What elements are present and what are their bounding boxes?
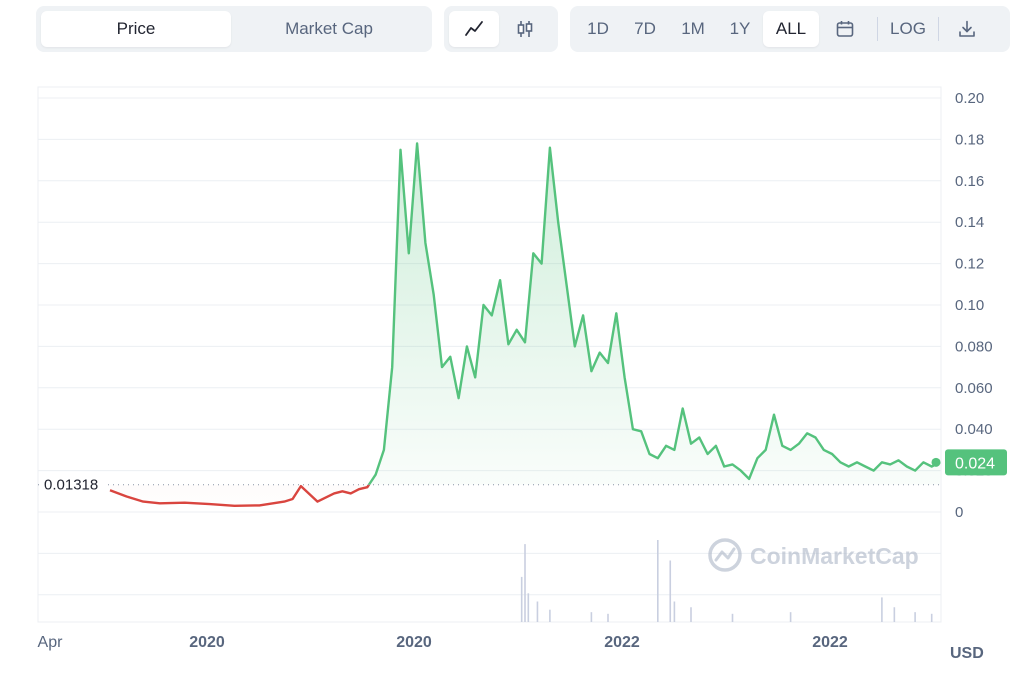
y-tick-label: 0.10 bbox=[955, 297, 984, 314]
range-7d-button[interactable]: 7D bbox=[634, 19, 656, 38]
volume-bar bbox=[590, 612, 593, 622]
price-line-above-baseline bbox=[367, 142, 941, 485]
volume-bar bbox=[789, 612, 792, 622]
download-icon bbox=[959, 20, 975, 37]
y-tick-label: 0.16 bbox=[955, 173, 984, 190]
volume-bar bbox=[731, 613, 734, 622]
y-tick-label: 0.14 bbox=[955, 214, 984, 231]
y-tick-label: 0 bbox=[955, 504, 963, 521]
tab-market-cap[interactable]: Market Cap bbox=[285, 19, 373, 38]
volume-bar bbox=[673, 601, 676, 622]
volume-bar bbox=[930, 613, 933, 622]
range-1d-button[interactable]: 1D bbox=[587, 19, 609, 38]
y-axis: 00.0200.0400.0600.0800.100.120.140.160.1… bbox=[955, 90, 993, 521]
volume-bar bbox=[914, 612, 916, 622]
baseline-price-label: 0.01318 bbox=[44, 477, 98, 494]
range-1m-button[interactable]: 1M bbox=[681, 19, 705, 38]
current-price-label: 0.024 bbox=[955, 455, 995, 472]
y-tick-label: 0.060 bbox=[955, 380, 993, 397]
price-area-below-baseline bbox=[110, 484, 369, 506]
watermark: CoinMarketCap bbox=[708, 538, 919, 572]
watermark-logo-mark bbox=[714, 547, 736, 562]
tab-price[interactable]: Price bbox=[41, 11, 231, 47]
volume-bar bbox=[607, 613, 609, 622]
current-price-badge bbox=[945, 449, 1007, 476]
toolbar-divider bbox=[938, 17, 939, 41]
candlestick-button[interactable] bbox=[499, 11, 551, 47]
volume-bar bbox=[657, 540, 659, 622]
volume-bar bbox=[536, 601, 539, 622]
volume-bar bbox=[881, 597, 883, 622]
volume-bar bbox=[524, 544, 526, 622]
currency-label: USD bbox=[950, 645, 984, 662]
volume-bar bbox=[527, 593, 530, 622]
coinmarketcap-logo-icon bbox=[708, 538, 742, 572]
range-1y-button[interactable]: 1Y bbox=[729, 19, 751, 38]
chart-type-group bbox=[444, 6, 558, 52]
volume-bar bbox=[893, 607, 896, 622]
date-picker-button[interactable] bbox=[819, 11, 871, 47]
y-tick-label: 0.040 bbox=[955, 421, 993, 438]
toolbar-divider bbox=[877, 17, 878, 41]
x-tick-label: 2022 bbox=[604, 634, 640, 651]
volume-bars bbox=[520, 540, 933, 622]
y-tick-label: 0.080 bbox=[955, 338, 993, 355]
metric-tab-group: Price Market Cap bbox=[36, 6, 432, 52]
x-tick-label: 2020 bbox=[189, 634, 225, 651]
plot-frame bbox=[37, 86, 942, 623]
volume-bar bbox=[549, 609, 551, 622]
current-price-dot bbox=[931, 457, 941, 467]
download-button[interactable] bbox=[945, 11, 989, 47]
volume-bar bbox=[669, 560, 672, 622]
x-axis: Apr 2020 2020 2022 2022 bbox=[38, 634, 848, 651]
line-chart-icon bbox=[465, 21, 483, 36]
range-group: 1D 7D 1M 1Y ALL LOG bbox=[570, 6, 1010, 52]
x-tick-label: Apr bbox=[38, 634, 64, 651]
volume-bar bbox=[690, 607, 692, 622]
price-line-below-baseline bbox=[109, 484, 371, 507]
candlestick-icon bbox=[517, 21, 533, 37]
price-area-above-baseline bbox=[110, 143, 940, 485]
watermark-text: CoinMarketCap bbox=[750, 543, 919, 569]
x-tick-label: 2022 bbox=[812, 634, 848, 651]
y-tick-label: 0.18 bbox=[955, 131, 984, 148]
y-tick-label: 0.12 bbox=[955, 256, 984, 273]
x-tick-label: 2020 bbox=[396, 634, 432, 651]
log-scale-button[interactable]: LOG bbox=[890, 19, 926, 38]
volume-bar bbox=[520, 576, 523, 622]
calendar-icon bbox=[836, 21, 854, 37]
baseline-label-bg bbox=[40, 474, 106, 495]
y-tick-label: 0.20 bbox=[955, 90, 984, 107]
range-all-button[interactable]: ALL bbox=[763, 11, 819, 47]
line-chart-button[interactable] bbox=[449, 11, 499, 47]
